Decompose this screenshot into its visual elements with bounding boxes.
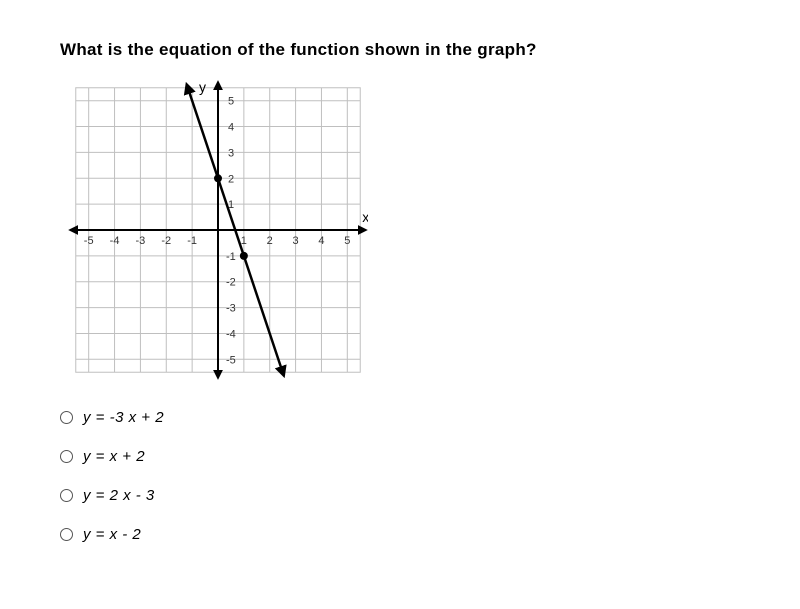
- option-label: y = x + 2: [83, 448, 145, 465]
- radio-icon: [60, 411, 73, 424]
- radio-icon: [60, 528, 73, 541]
- radio-icon: [60, 450, 73, 463]
- option-c[interactable]: y = 2 x - 3: [60, 487, 740, 504]
- svg-text:5: 5: [344, 235, 350, 247]
- option-label: y = -3 x + 2: [83, 409, 164, 426]
- svg-text:x: x: [362, 209, 368, 225]
- svg-text:-1: -1: [187, 235, 197, 247]
- svg-text:-5: -5: [226, 354, 236, 366]
- option-label: y = x - 2: [83, 526, 141, 543]
- svg-text:-2: -2: [161, 235, 171, 247]
- svg-text:3: 3: [228, 147, 234, 159]
- svg-text:-3: -3: [136, 235, 146, 247]
- svg-text:3: 3: [293, 235, 299, 247]
- answer-options: y = -3 x + 2 y = x + 2 y = 2 x - 3 y = x…: [60, 409, 740, 543]
- svg-text:y: y: [199, 80, 206, 95]
- svg-text:-2: -2: [226, 277, 236, 289]
- svg-text:4: 4: [228, 122, 234, 134]
- svg-text:1: 1: [241, 235, 247, 247]
- svg-text:-5: -5: [84, 235, 94, 247]
- question-text: What is the equation of the function sho…: [60, 40, 740, 60]
- option-d[interactable]: y = x - 2: [60, 526, 740, 543]
- svg-text:4: 4: [318, 235, 324, 247]
- option-a[interactable]: y = -3 x + 2: [60, 409, 740, 426]
- svg-text:-3: -3: [226, 303, 236, 315]
- svg-text:2: 2: [228, 173, 234, 185]
- option-label: y = 2 x - 3: [83, 487, 155, 504]
- svg-text:2: 2: [267, 235, 273, 247]
- svg-text:-1: -1: [226, 251, 236, 263]
- function-graph: -5-4-3-2-11234512345-1-2-3-4-5yx: [68, 80, 368, 380]
- graph-container: -5-4-3-2-11234512345-1-2-3-4-5yx: [68, 80, 740, 385]
- svg-text:-4: -4: [110, 235, 120, 247]
- radio-icon: [60, 489, 73, 502]
- svg-text:-4: -4: [226, 328, 236, 340]
- svg-text:5: 5: [228, 96, 234, 108]
- option-b[interactable]: y = x + 2: [60, 448, 740, 465]
